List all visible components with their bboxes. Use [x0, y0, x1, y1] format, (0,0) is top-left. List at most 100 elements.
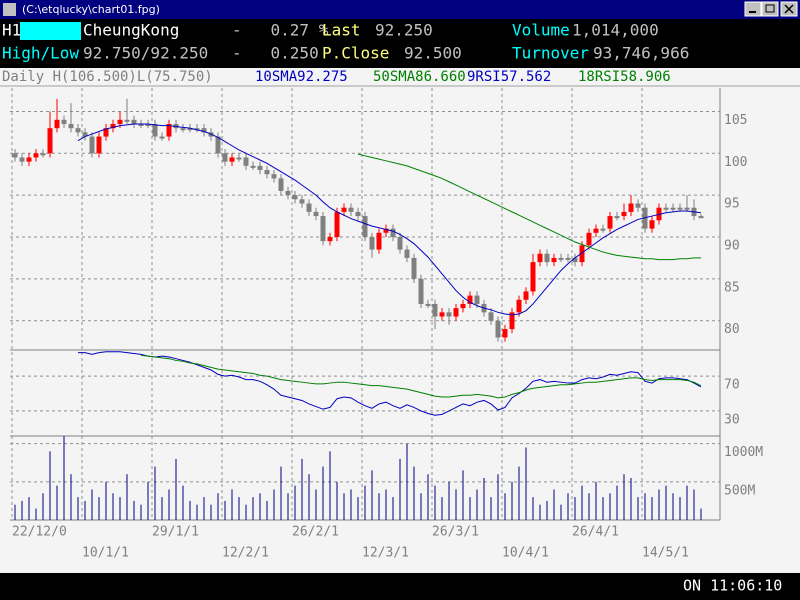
candle-body	[180, 128, 186, 131]
high-low-value: 92.750/92.250	[83, 44, 208, 63]
x-tick-label: 26/3/1	[432, 525, 479, 540]
minimize-button[interactable]	[744, 1, 762, 17]
candle-body	[166, 123, 172, 137]
y-tick-label: 30	[724, 412, 740, 427]
volume-bar	[203, 497, 205, 520]
last-label: Last	[322, 21, 361, 40]
volume-bar	[511, 481, 513, 520]
volume-bar	[399, 458, 401, 520]
volume-bar	[126, 474, 128, 520]
candle-body	[446, 312, 452, 317]
volume-bar	[210, 504, 212, 520]
candle-body	[313, 211, 319, 217]
candle-body	[411, 257, 417, 279]
moving-average-line	[77, 123, 702, 316]
candle-body	[355, 211, 361, 217]
volume-bar	[294, 485, 296, 520]
volume-bar	[28, 497, 30, 520]
candle-body	[306, 203, 312, 212]
volume-bar	[602, 497, 604, 520]
volume-value: 1,014,000	[572, 21, 659, 40]
close-icon	[784, 4, 794, 14]
candle-body	[19, 157, 25, 162]
candle-body	[285, 190, 291, 196]
sma10-label: 10SMA92.275	[255, 69, 348, 85]
candle-body	[439, 312, 445, 317]
y-tick-label: 1000M	[724, 445, 763, 460]
candle-body	[376, 232, 382, 250]
volume-bar	[588, 493, 590, 520]
candle-body	[194, 128, 200, 131]
candle-body	[292, 195, 298, 200]
candle-body	[523, 291, 529, 300]
code-input[interactable]	[20, 22, 81, 40]
candle-body	[124, 119, 130, 122]
candle-body	[96, 136, 102, 154]
candle-body	[509, 312, 515, 330]
volume-bar	[672, 493, 674, 520]
volume-bar	[441, 497, 443, 520]
volume-bar	[91, 489, 93, 520]
y-tick-label: 85	[724, 280, 740, 295]
x-tick-label: 12/2/1	[222, 546, 269, 561]
candle-body	[488, 312, 494, 321]
rsi-line	[78, 351, 702, 416]
rsi9-label: 9RSI57.562	[467, 69, 551, 85]
volume-bar	[329, 451, 331, 520]
candle-body	[404, 249, 410, 258]
candle-body	[460, 303, 466, 309]
volume-bar	[581, 485, 583, 520]
sma50-label: 50SMA86.660	[373, 69, 466, 85]
volume-bar	[644, 493, 646, 520]
window-title: (C:\etqlucky\chart01.fpg)	[22, 3, 160, 16]
candle-body	[551, 257, 557, 263]
volume-bar	[623, 474, 625, 520]
maximize-button[interactable]	[761, 1, 779, 17]
volume-bar	[385, 489, 387, 520]
rsi18-label: 18RSI58.906	[578, 69, 671, 85]
volume-bar	[175, 458, 177, 520]
candle-body	[152, 123, 158, 137]
candle-body	[369, 236, 375, 250]
status-time: ON 11:06:10	[683, 577, 782, 595]
prev-close-label: P.Close	[322, 44, 389, 63]
volume-bar	[686, 485, 688, 520]
volume-bar	[476, 489, 478, 520]
volume-bar	[525, 447, 527, 520]
candle-body	[250, 165, 256, 168]
candle-body	[670, 207, 676, 210]
window-buttons[interactable]	[744, 1, 798, 17]
candle-body	[684, 207, 690, 210]
x-tick-label: 14/5/1	[642, 546, 689, 561]
candle-body	[537, 253, 543, 263]
moving-average-line	[357, 153, 701, 261]
volume-bar	[553, 489, 555, 520]
candle-body	[222, 153, 228, 162]
volume-bar	[140, 504, 142, 520]
candle-body	[12, 153, 18, 158]
candle-body	[495, 320, 501, 338]
volume-bar	[308, 474, 310, 520]
y-tick-label: 105	[724, 113, 747, 128]
x-tick-label: 10/1/1	[82, 546, 129, 561]
candle-body	[299, 199, 305, 204]
price-range: Daily H(106.500)L(75.750)	[2, 69, 213, 85]
candle-body	[264, 170, 270, 175]
volume-bar	[287, 493, 289, 520]
candle-body	[320, 216, 326, 242]
candle-body	[138, 123, 144, 126]
candle-body	[383, 228, 389, 233]
candle-body	[390, 228, 396, 237]
volume-bar	[119, 497, 121, 520]
volume-bar	[14, 504, 16, 520]
volume-bar	[651, 497, 653, 520]
volume-bar	[357, 497, 359, 520]
volume-bar	[532, 497, 534, 520]
maximize-icon	[765, 4, 775, 13]
volume-bar	[420, 493, 422, 520]
candle-body	[635, 203, 641, 208]
volume-bar	[56, 485, 58, 520]
volume-bar	[700, 508, 702, 520]
candle-body	[341, 207, 347, 212]
